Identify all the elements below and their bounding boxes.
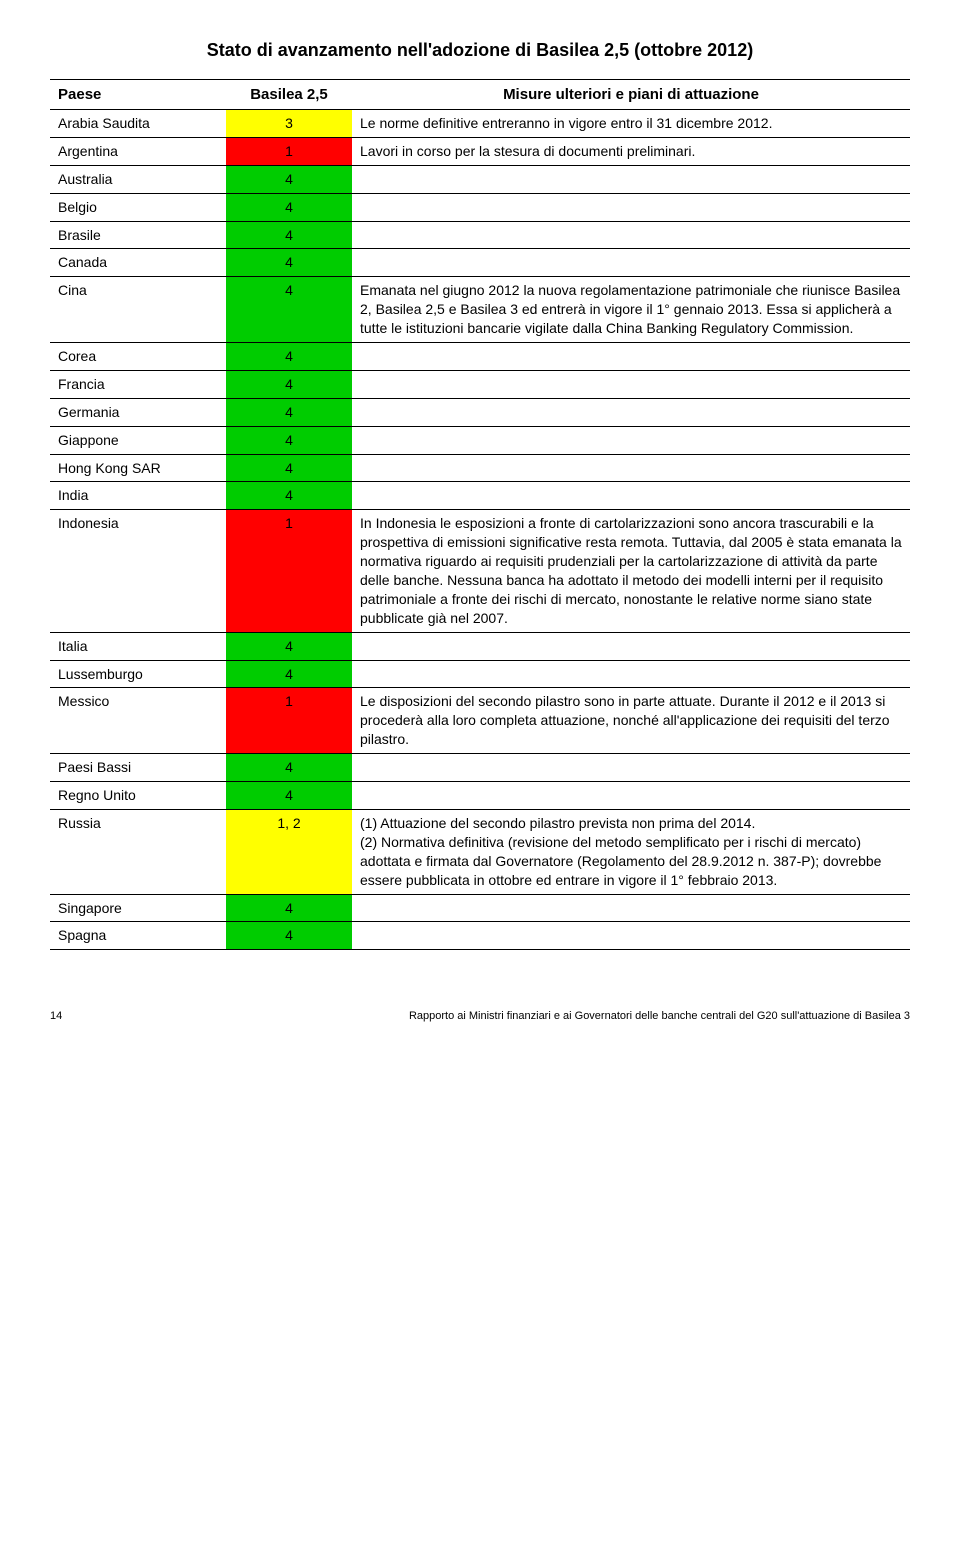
table-row: Argentina1Lavori in corso per la stesura… <box>50 137 910 165</box>
table-row: Messico1Le disposizioni del secondo pila… <box>50 688 910 754</box>
notes-cell: Emanata nel giugno 2012 la nuova regolam… <box>352 277 910 343</box>
notes-cell <box>352 370 910 398</box>
page-title: Stato di avanzamento nell'adozione di Ba… <box>50 40 910 61</box>
score-cell: 1 <box>226 510 352 632</box>
country-cell: Canada <box>50 249 226 277</box>
table-row: Arabia Saudita3Le norme definitive entre… <box>50 110 910 138</box>
notes-cell <box>352 249 910 277</box>
notes-cell <box>352 454 910 482</box>
table-row: Russia1, 2(1) Attuazione del secondo pil… <box>50 809 910 894</box>
header-notes: Misure ulteriori e piani di attuazione <box>352 80 910 110</box>
score-cell: 4 <box>226 632 352 660</box>
country-cell: Singapore <box>50 894 226 922</box>
table-row: Cina4Emanata nel giugno 2012 la nuova re… <box>50 277 910 343</box>
country-cell: Lussemburgo <box>50 660 226 688</box>
page-number: 14 <box>50 1010 62 1022</box>
notes-cell <box>352 754 910 782</box>
notes-cell <box>352 782 910 810</box>
table-row: Lussemburgo4 <box>50 660 910 688</box>
table-row: Germania4 <box>50 398 910 426</box>
table-row: Belgio4 <box>50 193 910 221</box>
score-cell: 4 <box>226 754 352 782</box>
country-cell: Russia <box>50 809 226 894</box>
country-cell: Messico <box>50 688 226 754</box>
table-row: India4 <box>50 482 910 510</box>
page-footer: 14 Rapporto ai Ministri finanziari e ai … <box>50 1010 910 1022</box>
score-cell: 4 <box>226 426 352 454</box>
country-cell: Italia <box>50 632 226 660</box>
notes-cell <box>352 426 910 454</box>
score-cell: 4 <box>226 221 352 249</box>
notes-cell: Le disposizioni del secondo pilastro son… <box>352 688 910 754</box>
header-score: Basilea 2,5 <box>226 80 352 110</box>
country-cell: Hong Kong SAR <box>50 454 226 482</box>
score-cell: 4 <box>226 165 352 193</box>
table-row: Canada4 <box>50 249 910 277</box>
country-cell: Corea <box>50 343 226 371</box>
score-cell: 4 <box>226 343 352 371</box>
table-row: Singapore4 <box>50 894 910 922</box>
score-cell: 1 <box>226 688 352 754</box>
score-cell: 4 <box>226 482 352 510</box>
score-cell: 1 <box>226 137 352 165</box>
table-row: Hong Kong SAR4 <box>50 454 910 482</box>
notes-cell <box>352 165 910 193</box>
table-header-row: Paese Basilea 2,5 Misure ulteriori e pia… <box>50 80 910 110</box>
country-cell: Australia <box>50 165 226 193</box>
country-cell: India <box>50 482 226 510</box>
country-cell: Brasile <box>50 221 226 249</box>
table-row: Paesi Bassi4 <box>50 754 910 782</box>
score-cell: 4 <box>226 249 352 277</box>
table-row: Corea4 <box>50 343 910 371</box>
notes-cell: (1) Attuazione del secondo pilastro prev… <box>352 809 910 894</box>
score-cell: 4 <box>226 782 352 810</box>
country-cell: Germania <box>50 398 226 426</box>
country-cell: Argentina <box>50 137 226 165</box>
country-cell: Arabia Saudita <box>50 110 226 138</box>
table-row: Italia4 <box>50 632 910 660</box>
notes-cell <box>352 221 910 249</box>
score-cell: 4 <box>226 277 352 343</box>
header-country: Paese <box>50 80 226 110</box>
notes-cell: Lavori in corso per la stesura di docume… <box>352 137 910 165</box>
country-cell: Spagna <box>50 922 226 950</box>
table-row: Spagna4 <box>50 922 910 950</box>
notes-cell: Le norme definitive entreranno in vigore… <box>352 110 910 138</box>
table-row: Giappone4 <box>50 426 910 454</box>
table-row: Regno Unito4 <box>50 782 910 810</box>
notes-cell <box>352 482 910 510</box>
table-row: Brasile4 <box>50 221 910 249</box>
table-row: Australia4 <box>50 165 910 193</box>
notes-cell <box>352 398 910 426</box>
score-cell: 4 <box>226 193 352 221</box>
country-cell: Francia <box>50 370 226 398</box>
score-cell: 4 <box>226 922 352 950</box>
footer-text: Rapporto ai Ministri finanziari e ai Gov… <box>409 1010 910 1022</box>
score-cell: 3 <box>226 110 352 138</box>
score-cell: 1, 2 <box>226 809 352 894</box>
notes-cell <box>352 193 910 221</box>
country-cell: Belgio <box>50 193 226 221</box>
notes-cell <box>352 660 910 688</box>
notes-cell <box>352 632 910 660</box>
notes-cell <box>352 894 910 922</box>
score-cell: 4 <box>226 398 352 426</box>
country-cell: Paesi Bassi <box>50 754 226 782</box>
notes-cell <box>352 343 910 371</box>
table-row: Indonesia1In Indonesia le esposizioni a … <box>50 510 910 632</box>
basel-status-table: Paese Basilea 2,5 Misure ulteriori e pia… <box>50 79 910 950</box>
table-row: Francia4 <box>50 370 910 398</box>
score-cell: 4 <box>226 660 352 688</box>
notes-cell <box>352 922 910 950</box>
country-cell: Regno Unito <box>50 782 226 810</box>
country-cell: Giappone <box>50 426 226 454</box>
score-cell: 4 <box>226 454 352 482</box>
score-cell: 4 <box>226 894 352 922</box>
country-cell: Indonesia <box>50 510 226 632</box>
notes-cell: In Indonesia le esposizioni a fronte di … <box>352 510 910 632</box>
score-cell: 4 <box>226 370 352 398</box>
country-cell: Cina <box>50 277 226 343</box>
